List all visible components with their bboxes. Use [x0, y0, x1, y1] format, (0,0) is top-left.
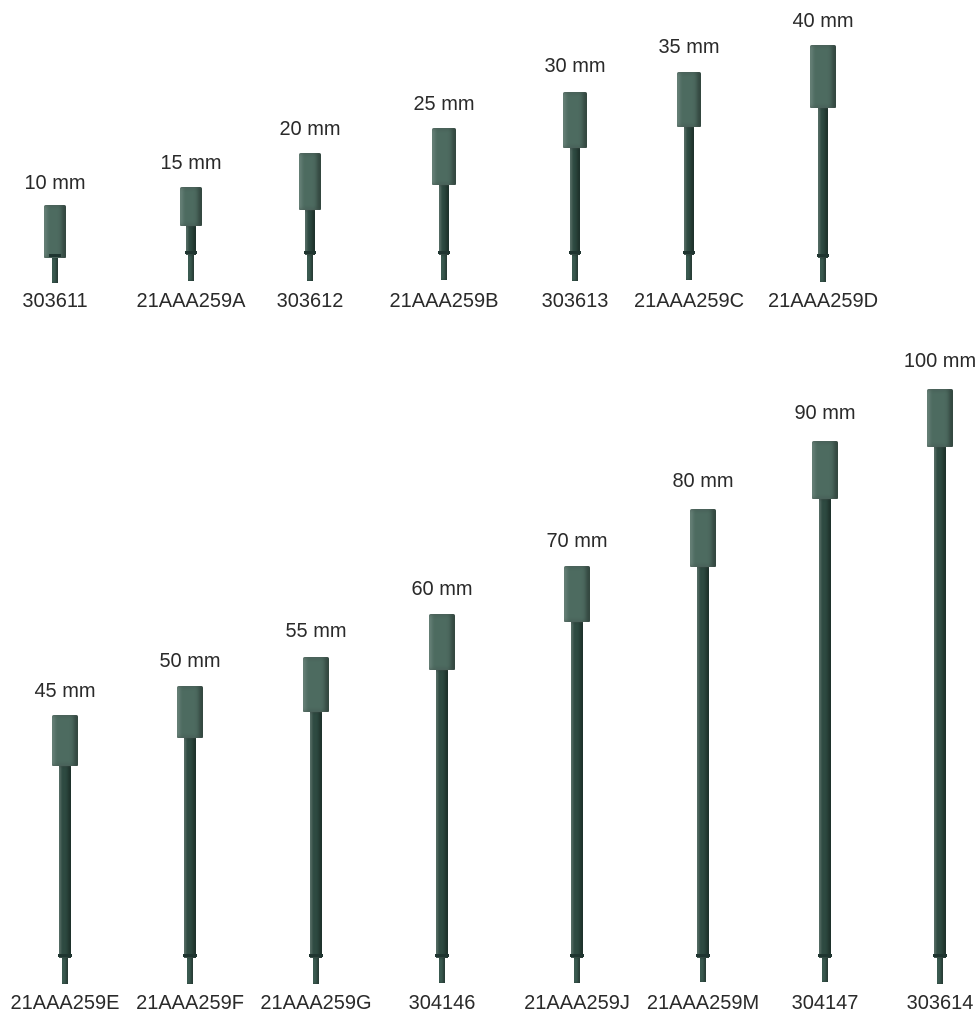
length-label: 100 mm [903, 350, 977, 372]
probe-collar [304, 251, 316, 254]
length-label: 70 mm [546, 530, 608, 552]
probe-thread-pin [307, 255, 313, 281]
probe-tip [432, 128, 456, 185]
probe-tip [303, 657, 329, 712]
probe-collar [818, 954, 832, 957]
probe-tip [180, 187, 202, 226]
part-number-label: 21AAA259C [633, 290, 745, 312]
part-number-label: 303612 [276, 290, 344, 312]
probe-thread-pin [700, 958, 706, 982]
probe-tip [177, 686, 203, 738]
probe-thread-pin [52, 258, 58, 283]
probe-tip [564, 566, 590, 622]
probe-shaft [310, 712, 322, 958]
probe-thread-pin [686, 255, 692, 280]
part-number-label: 21AAA259F [136, 992, 244, 1014]
length-label: 55 mm [285, 620, 347, 642]
probe-shaft [59, 766, 71, 958]
part-number-label: 21AAA259G [260, 992, 372, 1014]
length-label: 80 mm [672, 470, 734, 492]
probe-shaft [684, 127, 694, 255]
probe-tip [677, 72, 701, 127]
part-number-label: 21AAA259B [389, 290, 499, 312]
length-label: 10 mm [24, 172, 86, 194]
probe-tip [927, 389, 953, 447]
probe-shaft [818, 108, 828, 258]
probe-shaft [436, 670, 448, 958]
length-label: 30 mm [544, 55, 606, 77]
probe-thread-pin [62, 958, 68, 984]
length-label: 90 mm [794, 402, 856, 424]
probe-collar [570, 954, 584, 957]
part-number-label: 304147 [791, 992, 859, 1014]
part-number-label: 21AAA259E [10, 992, 120, 1014]
probe-collar [683, 251, 695, 254]
probe-thread-pin [822, 958, 828, 982]
part-number-label: 21AAA259A [136, 290, 246, 312]
probe-collar [438, 251, 450, 254]
probe-tip [563, 92, 587, 148]
probe-thread-pin [313, 958, 319, 984]
probe-shaft [819, 499, 831, 958]
probe-shaft [186, 226, 196, 255]
length-label: 45 mm [34, 680, 96, 702]
length-label: 15 mm [160, 152, 222, 174]
length-label: 60 mm [411, 578, 473, 600]
probe-shaft [571, 622, 583, 958]
length-label: 35 mm [658, 36, 720, 58]
probe-thread-pin [439, 958, 445, 983]
probe-thread-pin [441, 255, 447, 280]
length-label: 20 mm [279, 118, 341, 140]
probe-tip [44, 205, 66, 258]
probe-tip [52, 715, 78, 766]
probe-shaft [305, 210, 315, 255]
probe-collar [185, 251, 197, 254]
probe-collar [309, 954, 323, 957]
probe-collar [817, 254, 829, 257]
probe-tip [429, 614, 455, 670]
part-number-label: 303613 [541, 290, 609, 312]
probe-collar [49, 254, 61, 257]
probe-collar [696, 954, 710, 957]
probe-thread-pin [820, 258, 826, 282]
part-number-label: 21AAA259J [524, 992, 630, 1014]
length-label: 50 mm [159, 650, 221, 672]
probe-thread-pin [188, 255, 194, 281]
probe-thread-pin [937, 958, 943, 984]
probe-shaft [439, 185, 449, 255]
probe-collar [933, 954, 947, 957]
probe-tip [690, 509, 716, 567]
part-number-label: 303611 [22, 290, 88, 312]
probe-shaft [697, 567, 709, 958]
length-label: 40 mm [792, 10, 854, 32]
probe-tip [299, 153, 321, 210]
probe-thread-pin [572, 255, 578, 281]
part-number-label: 21AAA259M [646, 992, 760, 1014]
length-label: 25 mm [413, 93, 475, 115]
part-number-label: 303614 [906, 992, 974, 1014]
probe-shaft [184, 738, 196, 958]
probe-collar [435, 954, 449, 957]
probe-shaft [570, 148, 580, 255]
probe-thread-pin [187, 958, 193, 984]
probe-thread-pin [574, 958, 580, 983]
probe-tip [810, 45, 836, 108]
probe-collar [58, 954, 72, 957]
part-number-label: 21AAA259D [767, 290, 879, 312]
probe-collar [569, 251, 581, 254]
probe-shaft [934, 447, 946, 958]
part-number-label: 304146 [408, 992, 476, 1014]
probe-tip [812, 441, 838, 499]
probe-collar [183, 954, 197, 957]
